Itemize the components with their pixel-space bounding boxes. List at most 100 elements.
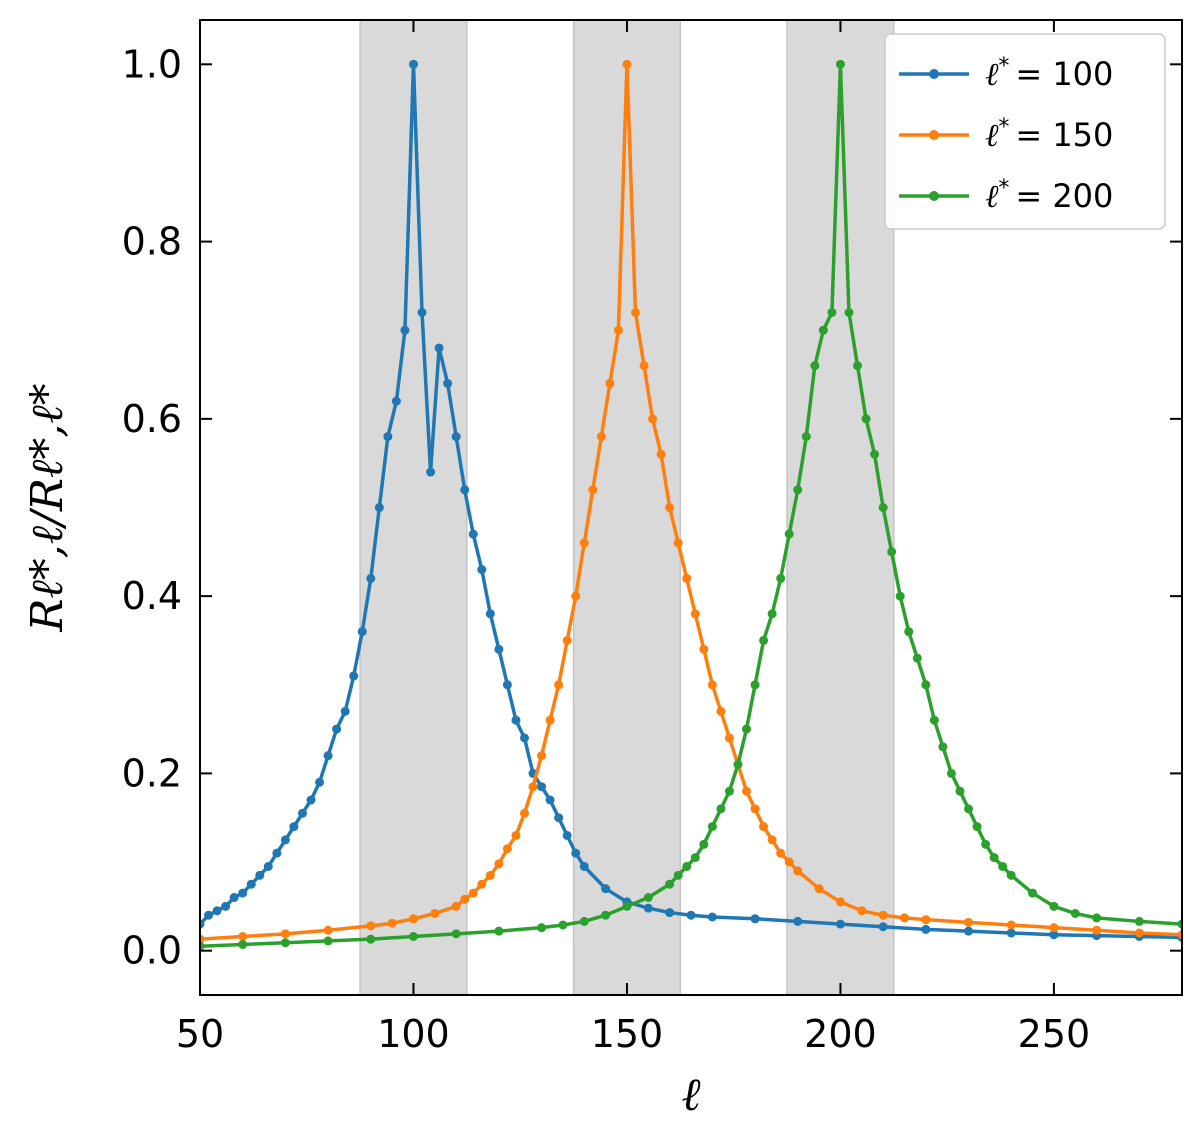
- x-tick-label: 150: [591, 1012, 664, 1056]
- data-point: [605, 378, 615, 388]
- data-point: [443, 378, 453, 388]
- data-point: [921, 915, 931, 925]
- data-point: [280, 929, 290, 939]
- data-point: [690, 609, 700, 619]
- y-tick-label: 0.4: [122, 574, 182, 618]
- data-point: [417, 308, 427, 317]
- data-point: [200, 941, 205, 951]
- data-point: [494, 644, 504, 654]
- data-point: [776, 573, 786, 583]
- data-point: [477, 565, 487, 575]
- y-tick-label: 0.0: [122, 929, 182, 973]
- legend-label: ℓ* = 200: [985, 176, 1113, 215]
- data-point: [929, 715, 939, 725]
- data-point: [502, 680, 512, 690]
- data-point: [221, 901, 231, 911]
- legend-item-200: ℓ* = 200: [899, 176, 1113, 215]
- data-point: [238, 932, 248, 941]
- data-point: [622, 901, 632, 911]
- data-point: [289, 822, 299, 832]
- data-point: [212, 906, 222, 916]
- data-point: [964, 917, 974, 927]
- series-200: [200, 59, 1182, 951]
- data-point: [750, 680, 760, 690]
- data-point: [793, 485, 803, 495]
- data-point: [835, 59, 845, 69]
- data-point: [870, 449, 880, 459]
- data-point: [451, 432, 461, 442]
- data-point: [887, 547, 897, 557]
- data-point: [613, 325, 623, 335]
- data-point: [707, 912, 717, 922]
- data-point: [554, 813, 564, 823]
- data-point: [306, 795, 316, 805]
- data-point: [340, 706, 350, 716]
- data-point: [699, 839, 709, 849]
- series-150: [200, 59, 1182, 944]
- data-point: [878, 910, 888, 920]
- data-point: [665, 879, 675, 889]
- data-point: [810, 361, 820, 371]
- data-point: [707, 822, 717, 832]
- data-point: [519, 808, 529, 818]
- data-point: [793, 866, 803, 876]
- data-point: [200, 934, 205, 944]
- data-point: [519, 733, 529, 743]
- data-point: [776, 848, 786, 858]
- data-point: [955, 786, 965, 796]
- data-point: [750, 914, 760, 924]
- data-point: [921, 924, 931, 934]
- legend-label: ℓ* = 150: [985, 115, 1113, 154]
- data-point: [648, 414, 658, 424]
- shaded-band-3: [786, 19, 895, 996]
- data-point: [460, 894, 470, 904]
- data-point: [537, 751, 547, 761]
- data-point: [408, 932, 418, 941]
- data-point: [571, 591, 581, 601]
- data-point: [238, 939, 248, 949]
- data-point: [579, 538, 589, 548]
- data-point: [426, 467, 436, 477]
- data-point: [878, 922, 888, 932]
- y-tick-label: 0.2: [122, 751, 182, 795]
- data-point: [690, 853, 700, 863]
- data-point: [801, 432, 811, 442]
- data-point: [1092, 925, 1102, 935]
- x-tick-label: 200: [804, 1012, 877, 1056]
- data-point: [468, 529, 478, 539]
- data-point: [528, 782, 538, 792]
- data-point: [387, 918, 397, 928]
- y-tick-label: 0.8: [122, 220, 182, 264]
- data-point: [686, 910, 696, 920]
- data-point: [238, 888, 248, 898]
- data-point: [673, 538, 683, 548]
- plot-frame: [199, 19, 1183, 996]
- data-point: [716, 706, 726, 716]
- data-point: [601, 884, 611, 894]
- legend-box: [884, 33, 1166, 230]
- data-point: [502, 844, 512, 854]
- data-point: [682, 861, 692, 871]
- data-point: [280, 938, 290, 948]
- shaded-bands: [359, 19, 895, 996]
- y-axis-ticks: 0.0 0.2 0.4 0.6 0.8 1.0: [122, 42, 1182, 973]
- data-point: [656, 449, 666, 459]
- data-point: [297, 808, 307, 818]
- data-point: [989, 853, 999, 863]
- data-point: [759, 822, 769, 832]
- data-point: [366, 573, 376, 583]
- data-point: [280, 835, 290, 845]
- data-point: [912, 653, 922, 663]
- data-point: [1006, 870, 1016, 880]
- data-point: [332, 724, 342, 734]
- data-point: [451, 929, 461, 939]
- data-point: [818, 325, 828, 335]
- y-axis-label: Rℓ*,ℓ/Rℓ*,ℓ*: [22, 383, 73, 632]
- data-point: [451, 901, 461, 911]
- data-point: [374, 503, 384, 512]
- data-point: [323, 751, 333, 761]
- data-point: [643, 903, 653, 913]
- data-point: [899, 913, 909, 923]
- data-point: [673, 870, 683, 880]
- data-point: [485, 609, 495, 619]
